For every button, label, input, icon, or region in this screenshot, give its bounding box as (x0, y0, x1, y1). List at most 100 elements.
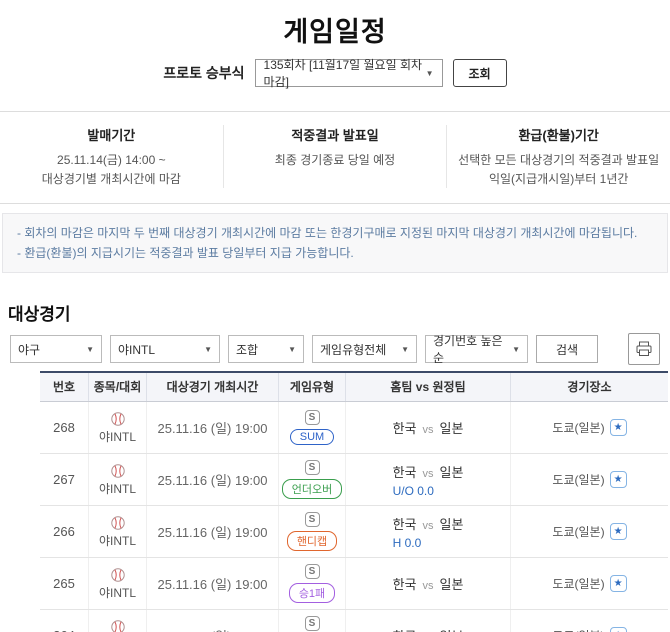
game-datetime: 25.11.16 (일) 19:00 (146, 558, 278, 610)
baseball-icon (110, 412, 125, 426)
sale-info-section: 발매기간 25.11.14(금) 14:00 ~ 대상경기별 개최시간에 마감 … (0, 111, 670, 205)
game-datetime: 25.11.16 (일) 19:00 (146, 454, 278, 506)
away-team: 일본 (439, 577, 464, 593)
venue-star-button[interactable]: ★ (609, 471, 627, 489)
game-type-badge: SUM (289, 429, 335, 446)
baseball-icon (110, 516, 125, 530)
star-icon: ★ (613, 474, 623, 486)
baseball-icon (110, 464, 125, 478)
info-title: 적중결과 발표일 (291, 128, 379, 143)
star-icon: ★ (613, 578, 623, 590)
sport-dropdown-value: 야구 (18, 342, 41, 357)
proto-type-label: 프로토 승부식 (163, 65, 245, 81)
game-datetime: 25.11.16 (일) 19:00 (146, 402, 278, 454)
game-type-badge: 언더오버 (281, 479, 343, 500)
game-type-badge: 승1패 (288, 583, 336, 604)
venue-star-button[interactable]: ★ (609, 523, 627, 541)
game-number: 268 (53, 420, 75, 436)
venue-cell: 도쿄(일본) ★ (510, 454, 668, 506)
league-label: 야INTL (98, 533, 137, 548)
sort-order-dropdown[interactable]: 경기번호 높은순 ▼ (425, 334, 528, 366)
note-line: - 회차의 마감은 마지막 두 번째 대상경기 개최시간에 마감 또는 한경기구… (17, 226, 638, 241)
chevron-down-icon: ▼ (512, 344, 520, 354)
game-number: 267 (53, 472, 75, 488)
league-label: 야INTL (98, 429, 137, 444)
league-label: 야INTL (98, 481, 137, 496)
venue-label: 도쿄(일본) (552, 473, 605, 488)
home-team: 한국 (392, 577, 417, 593)
handicap-line: U/O 0.0 (392, 483, 434, 498)
table-header-row: 번호 종목/대회 대상경기 개최시간 게임유형 홈팀 vs 원정팀 경기장소 (40, 371, 668, 403)
game-datetime: 25.11.16 (일) 19:00 (146, 506, 278, 558)
combo-dropdown-value: 조합 (236, 342, 259, 357)
game-datetime: 25.11.16 (일) 19:00 (146, 610, 278, 632)
game-type-dropdown[interactable]: 게임유형전체 ▼ (312, 335, 417, 364)
baseball-icon (110, 568, 125, 582)
col-header-sport: 종목/대회 (88, 373, 146, 402)
info-line: 25.11.14(금) 14:00 ~ (57, 153, 166, 167)
star-icon: ★ (613, 422, 623, 434)
table-row: 268 야INTL 25.11.16 (일) 19:00 S SUM 한국 vs 일… (40, 402, 668, 455)
filter-row: 야구 ▼ 야INTL ▼ 조합 ▼ 게임유형전체 ▼ 경기번호 높은순 ▼ 검색 (0, 333, 670, 366)
venue-label: 도쿄(일본) (552, 525, 605, 540)
game-number: 265 (53, 576, 75, 592)
table-row: 265 야INTL 25.11.16 (일) 19:00 S 승1패 한국 vs 일… (40, 558, 668, 611)
away-team: 일본 (440, 629, 464, 632)
info-title: 발매기간 (87, 128, 136, 143)
single-game-icon: S (304, 564, 320, 580)
col-header-no: 번호 (52, 380, 76, 395)
table-row: 264 야INTL 25.11.16 (일) 19:00 S 일반 한국vs일본… (40, 610, 668, 632)
vs-label: vs (422, 580, 434, 593)
col-header-venue: 경기장소 (510, 373, 668, 402)
handicap-line: H 0.0 (392, 535, 422, 550)
venue-star-button[interactable]: ★ (609, 627, 627, 632)
venue-star-button[interactable]: ★ (609, 575, 627, 593)
page-title: 게임일정 (283, 17, 387, 47)
sort-order-dropdown-value: 경기번호 높은순 (433, 334, 503, 366)
game-type-cell: S SUM (278, 402, 345, 454)
info-line: 익일(지급개시일)부터 1년간 (488, 171, 629, 186)
info-col-refund-period: 환급(환불)기간 선택한 모든 대상경기의 적중결과 발표일 익일(지급개시일)… (446, 125, 670, 189)
single-game-icon: S (304, 460, 320, 476)
sport-league-cell: 야INTL (88, 454, 146, 506)
sport-dropdown[interactable]: 야구 ▼ (10, 335, 102, 364)
league-label: 야INTL (98, 585, 137, 600)
table-row: 266 야INTL 25.11.16 (일) 19:00 S 핸디캡 한국 vs 일… (40, 506, 668, 559)
game-type-cell: S 핸디캡 (278, 506, 345, 558)
game-type-cell: S 일반 (278, 610, 345, 632)
home-team: 한국 (392, 421, 417, 437)
home-team: 한국 (393, 629, 417, 632)
search-button[interactable]: 검색 (536, 335, 598, 364)
star-icon: ★ (614, 630, 623, 632)
league-dropdown[interactable]: 야INTL ▼ (110, 335, 220, 364)
target-games-title: 대상경기 (8, 305, 71, 325)
chevron-down-icon: ▼ (401, 344, 409, 354)
combo-dropdown[interactable]: 조합 ▼ (228, 335, 304, 364)
round-dropdown[interactable]: 135회차 [11월17일 월요일 회차마감] ▼ (254, 58, 443, 89)
vs-label: vs (422, 424, 434, 437)
venue-star-button[interactable]: ★ (609, 419, 627, 437)
single-game-icon: S (304, 616, 320, 632)
inquiry-button[interactable]: 조회 (452, 59, 507, 87)
print-button[interactable] (628, 333, 660, 366)
baseball-icon (110, 620, 125, 632)
game-type-badge: 핸디캡 (286, 531, 338, 552)
notes-box: - 회차의 마감은 마지막 두 번째 대상경기 개최시간에 마감 또는 한경기구… (2, 213, 668, 274)
chevron-down-icon: ▼ (204, 344, 212, 354)
venue-cell: 도쿄(일본) ★ (510, 402, 668, 454)
teams-cell: 한국 vs 일본 (345, 402, 510, 454)
game-number: 266 (53, 524, 75, 540)
away-team: 일본 (439, 421, 464, 437)
venue-label: 도쿄(일본) (552, 627, 604, 632)
game-number: 264 (40, 610, 88, 632)
col-header-teams: 홈팀 vs 원정팀 (345, 373, 510, 402)
vs-label: vs (422, 467, 434, 480)
vs-label: vs (422, 519, 434, 532)
printer-icon (636, 341, 652, 357)
away-team: 일본 (439, 516, 464, 532)
home-team: 한국 (392, 516, 417, 532)
table-row: 267 야INTL 25.11.16 (일) 19:00 S 언더오버 한국 vs… (40, 454, 668, 507)
col-header-game-type: 게임유형 (278, 373, 345, 402)
note-line: - 환급(환불)의 지급시기는 적중결과 발표 당일부터 지급 가능합니다. (17, 245, 354, 260)
